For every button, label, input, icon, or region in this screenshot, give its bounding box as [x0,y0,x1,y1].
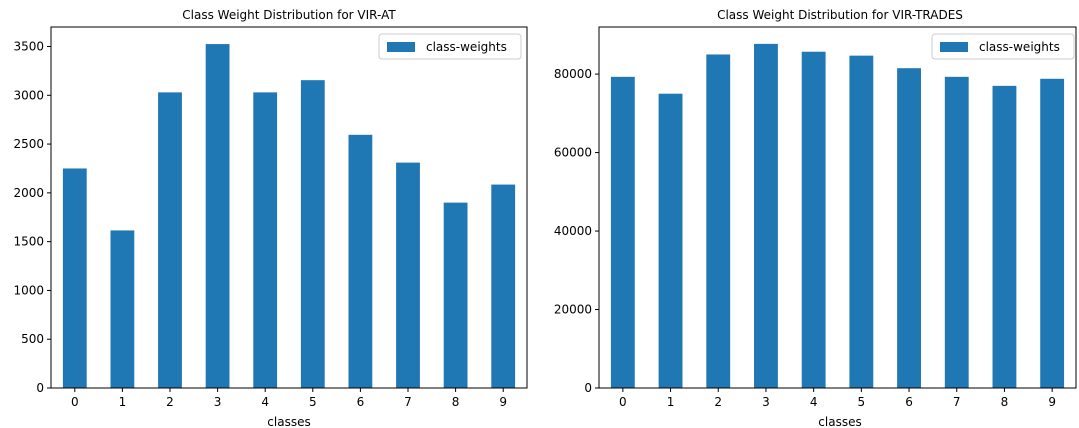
x-tick-label: 8 [1001,395,1009,409]
legend-swatch [940,42,968,52]
y-tick-label: 3500 [13,40,44,54]
bar-4 [801,51,826,389]
bar-0 [610,76,635,389]
x-tick-label: 8 [452,395,460,409]
x-tick-label: 5 [309,395,317,409]
x-tick-label: 5 [858,395,866,409]
bar-1 [658,93,683,389]
x-tick-label: 9 [1048,395,1056,409]
bar-4 [253,92,278,388]
x-tick-label: 1 [667,395,675,409]
x-tick-label: 7 [404,395,412,409]
bar-2 [706,54,731,388]
y-tick-label: 3000 [13,88,44,102]
y-tick-label: 2500 [13,137,44,151]
x-tick-label: 2 [714,395,722,409]
x-axis-label: classes [818,415,861,428]
x-tick-label: 0 [619,395,627,409]
bar-9 [491,184,516,388]
y-tick-label: 0 [36,381,44,395]
chart-vir-at: Class Weight Distribution for VIR-AT 050… [13,8,528,428]
legend-label: class-weights [979,40,1060,54]
x-axis: 0 1 2 3 4 5 6 7 8 9 [71,388,507,409]
plot-frame [598,26,1077,389]
legend-label: class-weights [426,40,507,54]
bar-5 [849,55,874,389]
x-tick-label: 3 [762,395,770,409]
legend-swatch [387,42,415,52]
bar-3 [205,44,230,388]
x-tick-label: 1 [119,395,127,409]
bar-group [610,43,1065,389]
y-tick-label: 500 [21,332,44,346]
x-tick-label: 4 [261,395,269,409]
x-tick-label: 9 [499,395,507,409]
y-tick-label: 1500 [13,235,44,249]
bar-6 [897,68,921,389]
y-tick-label: 2000 [13,186,44,200]
plot-frame [50,26,528,389]
bar-3 [754,43,778,388]
chart-title: Class Weight Distribution for VIR-TRADES [717,8,963,22]
legend-frame [931,33,1075,60]
y-tick-label: 20000 [554,303,592,317]
y-axis: 0 500 1000 1500 2000 2500 3000 3500 [13,40,51,395]
x-axis: 0 1 2 3 4 5 6 7 8 9 [619,388,1056,409]
bar-6 [348,134,373,388]
bar-5 [300,80,325,389]
chart-vir-trades: Class Weight Distribution for VIR-TRADES… [554,8,1077,428]
bar-0 [62,168,87,388]
y-tick-label: 0 [584,381,592,395]
y-tick-label: 1000 [13,283,44,297]
legend: class-weights [931,33,1075,60]
y-tick-label: 80000 [554,67,592,81]
x-tick-label: 0 [71,395,79,409]
x-tick-label: 2 [166,395,174,409]
x-tick-label: 4 [810,395,818,409]
bar-8 [992,85,1017,388]
x-tick-label: 3 [214,395,222,409]
x-tick-label: 6 [905,395,913,409]
legend-frame [378,33,522,60]
y-tick-label: 60000 [554,146,592,160]
chart-title: Class Weight Distribution for VIR-AT [182,8,396,22]
bar-1 [110,230,135,388]
x-tick-label: 6 [357,395,365,409]
y-axis: 0 20000 40000 60000 80000 [554,67,599,395]
bar-7 [396,162,420,388]
x-tick-label: 7 [953,395,961,409]
bar-8 [443,202,468,388]
bar-9 [1040,78,1065,388]
bar-7 [944,76,969,389]
legend: class-weights [378,33,522,60]
y-tick-label: 40000 [554,224,592,238]
bar-group [62,44,516,389]
x-axis-label: classes [267,415,310,428]
bar-2 [158,92,182,388]
